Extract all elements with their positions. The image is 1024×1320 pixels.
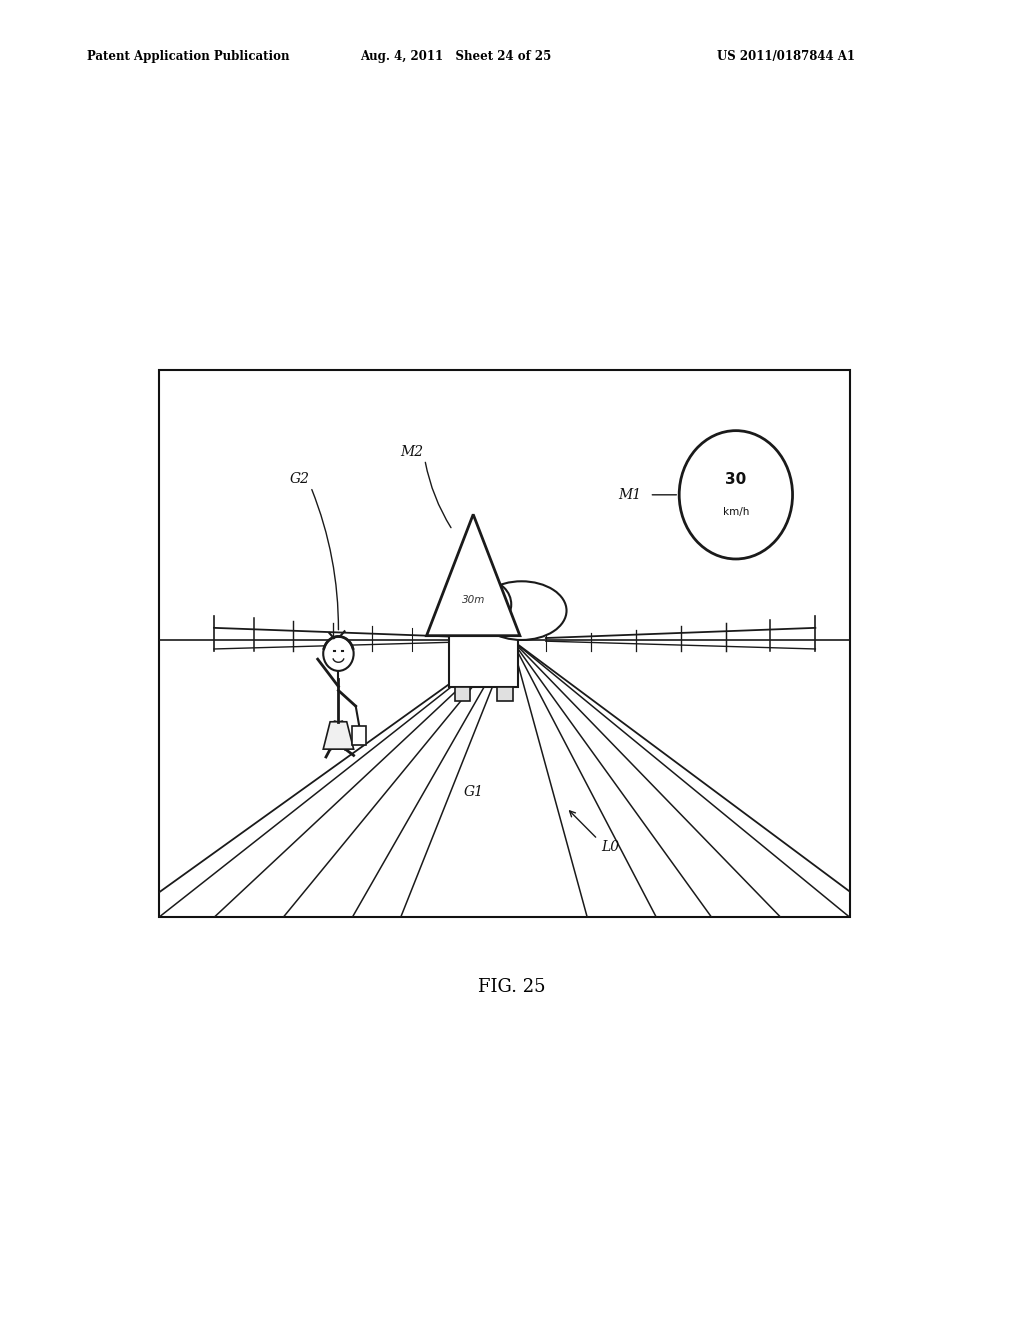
Bar xyxy=(449,620,518,686)
Text: km/h: km/h xyxy=(723,507,750,517)
Bar xyxy=(352,726,367,746)
Text: L0: L0 xyxy=(601,840,620,854)
Circle shape xyxy=(324,636,353,671)
Polygon shape xyxy=(427,515,520,636)
Text: US 2011/0187844 A1: US 2011/0187844 A1 xyxy=(717,50,855,63)
Text: M2: M2 xyxy=(400,445,424,459)
Text: FIG. 25: FIG. 25 xyxy=(478,978,546,997)
Polygon shape xyxy=(324,722,353,750)
Text: G1: G1 xyxy=(463,785,483,799)
Text: 30m: 30m xyxy=(462,595,485,606)
Ellipse shape xyxy=(463,581,511,628)
Bar xyxy=(159,370,850,917)
Circle shape xyxy=(679,430,793,558)
Text: Aug. 4, 2011   Sheet 24 of 25: Aug. 4, 2011 Sheet 24 of 25 xyxy=(360,50,552,63)
Text: M1: M1 xyxy=(618,488,641,502)
Bar xyxy=(498,686,513,701)
Text: G2: G2 xyxy=(290,473,310,486)
Bar xyxy=(455,686,470,701)
Ellipse shape xyxy=(477,581,566,640)
Text: Patent Application Publication: Patent Application Publication xyxy=(87,50,290,63)
Text: 30: 30 xyxy=(725,471,746,487)
